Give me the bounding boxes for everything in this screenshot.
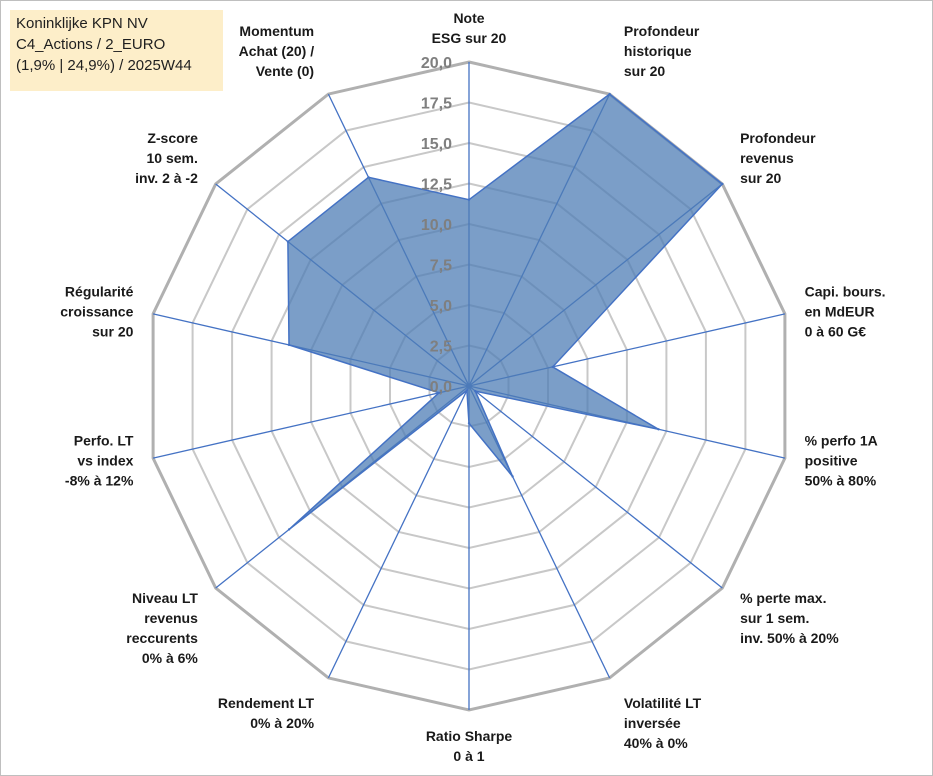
axis-label-6: Volatilité LT inversée 40% à 0%	[624, 695, 702, 751]
axis-label-3: Capi. bours. en MdEUR 0 à 60 G€	[805, 284, 886, 340]
radar-ticks: 0,0 2,5 5,0 7,5 10,0 12,5 15,0 17,5 20,0	[421, 55, 452, 396]
tick-label-7: 17,5	[421, 96, 452, 113]
data-point-4	[657, 428, 660, 431]
tick-label-0: 0,0	[430, 379, 452, 396]
spoke-10	[152, 385, 470, 459]
chart-title-box: Koninklijke KPN NV C4_Actions / 2_EURO (…	[10, 10, 223, 91]
axis-label-4: % perfo 1A positive 50% à 80%	[805, 432, 878, 488]
tick-label-5: 12,5	[421, 177, 452, 194]
axis-label-5: % perte max. sur 1 sem. inv. 50% à 20%	[740, 590, 839, 646]
data-point-0	[467, 198, 471, 201]
tick-label-6: 15,0	[421, 136, 452, 153]
series-area-0	[287, 93, 724, 530]
axis-label-8: Rendement LT 0% à 20%	[218, 695, 315, 731]
tick-label-3: 7,5	[430, 258, 452, 275]
data-point-13	[367, 176, 370, 179]
axis-label-11: Régularité croissance sur 20	[60, 284, 133, 340]
data-point-12	[286, 240, 290, 243]
radar-axis-labels: Note ESG sur 20 Profondeur historique sur 20…	[60, 10, 885, 764]
tick-label-2: 5,0	[430, 298, 452, 315]
tick-label-8: 20,0	[421, 55, 452, 72]
data-point-6	[511, 475, 514, 478]
data-point-1	[608, 92, 611, 96]
title-company: Koninklijke KPN NV	[16, 15, 148, 32]
tick-label-1: 2,5	[430, 339, 452, 356]
radar-series	[286, 92, 724, 531]
title-category: C4_Actions / 2_EURO	[16, 36, 166, 53]
axis-label-1: Profondeur historique sur 20	[624, 23, 700, 79]
spoke-5	[468, 385, 723, 589]
spoke-8	[327, 385, 470, 679]
axis-label-10: Perfo. LT vs index -8% à 12%	[65, 432, 134, 488]
axis-label-7: Ratio Sharpe 0 à 1	[426, 728, 513, 764]
axis-label-13: Momentum Achat (20) / Vente (0)	[239, 23, 315, 79]
data-point-9	[287, 528, 291, 531]
axis-label-2: Profondeur revenus sur 20	[740, 130, 816, 186]
data-point-10	[437, 391, 441, 394]
data-point-2	[721, 182, 724, 186]
data-point-8	[465, 389, 469, 392]
axis-label-9: Niveau LT revenus reccurents 0% à 6%	[126, 590, 198, 666]
data-point-3	[551, 365, 554, 369]
tick-label-4: 10,0	[421, 217, 452, 234]
title-period: (1,9% | 24,9%) / 2025W44	[16, 57, 192, 74]
data-point-5	[474, 389, 477, 393]
axis-label-0: Note ESG sur 20	[432, 10, 507, 46]
data-point-11	[287, 343, 291, 347]
data-point-7	[467, 422, 471, 425]
axis-label-12: Z-score 10 sem. inv. 2 à -2	[135, 130, 198, 186]
